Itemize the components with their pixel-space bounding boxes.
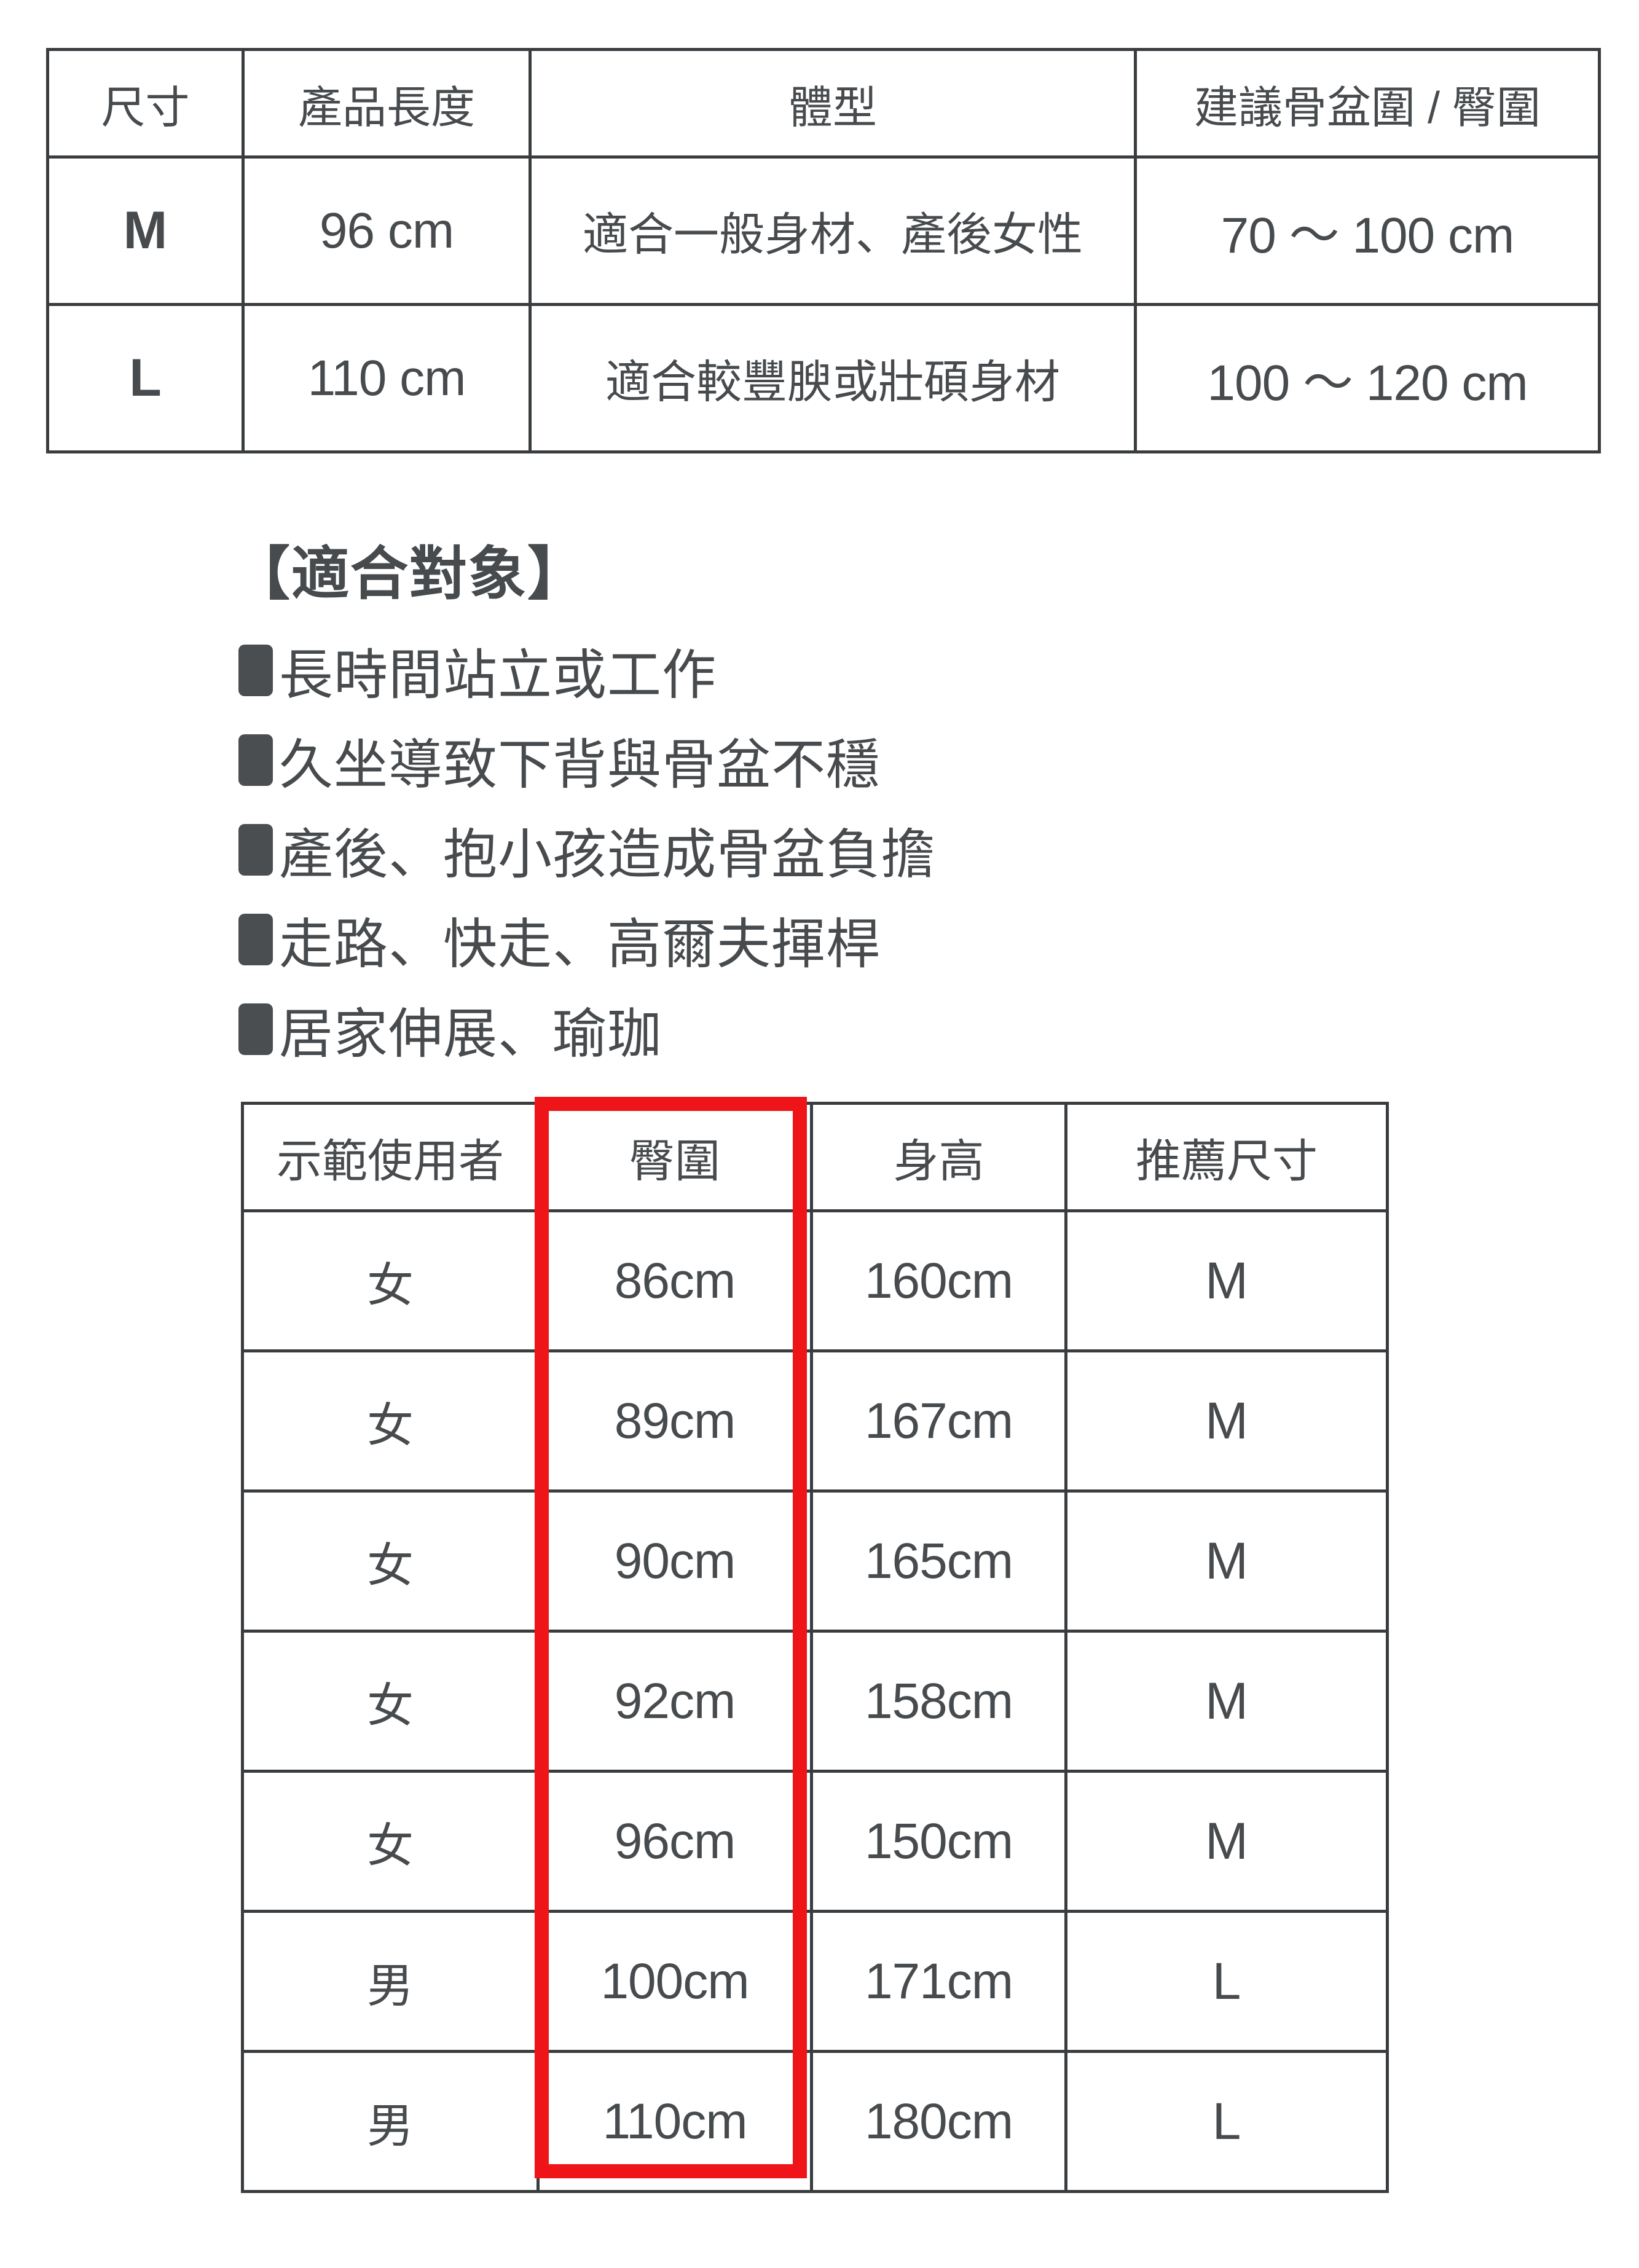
list-item: 久坐導致下背與骨盆不穩: [238, 715, 935, 805]
table-row: 女 89cm 167cm M: [241, 1349, 1389, 1493]
cell-hip: 90cm: [537, 1489, 813, 1633]
cell-length: 110 cm: [242, 303, 532, 453]
cell-user: 男: [241, 2050, 540, 2193]
list-item: 居家伸展、瑜珈: [238, 984, 935, 1074]
cell-height: 165cm: [810, 1489, 1067, 1633]
list-item: 產後、抱小孩造成骨盆負擔: [238, 805, 935, 895]
list-item-label: 長時間站立或工作: [279, 644, 717, 705]
cell-recommended-size: M: [1064, 1489, 1389, 1633]
list-item: 長時間站立或工作: [238, 626, 935, 715]
col-header-height: 身高: [810, 1102, 1067, 1212]
col-header-range: 建議骨盆圍 / 臀圍: [1134, 48, 1601, 159]
list-item-label: 產後、抱小孩造成骨盆負擔: [279, 823, 936, 885]
col-header-size: 尺寸: [46, 48, 245, 159]
cell-user: 女: [241, 1489, 540, 1633]
col-header-body-type: 體型: [529, 48, 1137, 159]
cell-user: 女: [241, 1770, 540, 1913]
cell-user: 女: [241, 1630, 540, 1773]
suitable-targets-heading: 【適合對象】: [232, 541, 587, 606]
suitable-targets-list: 長時間站立或工作 久坐導致下背與骨盆不穩 產後、抱小孩造成骨盆負擔 走路、快走、…: [238, 626, 935, 1074]
table-row: 女 92cm 158cm M: [241, 1630, 1389, 1773]
cell-recommended-size: L: [1064, 1910, 1389, 2053]
cell-hip: 86cm: [537, 1209, 813, 1352]
bullet-square-icon: [238, 914, 273, 965]
cell-recommended-size: M: [1064, 1630, 1389, 1773]
cell-hip: 92cm: [537, 1630, 813, 1773]
bullet-square-icon: [238, 824, 273, 876]
list-item-label: 走路、快走、高爾夫揮桿: [279, 913, 881, 975]
cell-recommended-size: L: [1064, 2050, 1389, 2193]
cell-height: 180cm: [810, 2050, 1067, 2193]
list-item-label: 久坐導致下背與骨盆不穩: [279, 734, 881, 795]
cell-size: M: [46, 155, 245, 306]
cell-height: 171cm: [810, 1910, 1067, 2053]
size-spec-table: 尺寸 產品長度 體型 建議骨盆圍 / 臀圍 M 96 cm 適合一般身材、產後女…: [46, 48, 1601, 453]
table-row: 男 100cm 171cm L: [241, 1910, 1389, 2053]
table-row: 男 110cm 180cm L: [241, 2050, 1389, 2193]
bullet-square-icon: [238, 734, 273, 786]
cell-range: 70 ～ 100 cm: [1134, 155, 1601, 306]
cell-range: 100 ～ 120 cm: [1134, 303, 1601, 453]
cell-recommended-size: M: [1064, 1770, 1389, 1913]
demo-user-table: 示範使用者 臀圍 身高 推薦尺寸 女 86cm 160cm M 女 89cm 1…: [241, 1102, 1389, 2193]
size-spec-header-row: 尺寸 產品長度 體型 建議骨盆圍 / 臀圍: [46, 48, 1601, 159]
cell-user: 男: [241, 1910, 540, 2053]
bullet-square-icon: [238, 1003, 273, 1055]
cell-height: 160cm: [810, 1209, 1067, 1352]
table-row: 女 86cm 160cm M: [241, 1209, 1389, 1352]
col-header-recommended-size: 推薦尺寸: [1064, 1102, 1389, 1212]
cell-height: 167cm: [810, 1349, 1067, 1493]
cell-user: 女: [241, 1209, 540, 1352]
bullet-square-icon: [238, 645, 273, 696]
table-row-size-l: L 110 cm 適合較豐腴或壯碩身材 100 ～ 120 cm: [46, 303, 1601, 453]
table-row: 女 90cm 165cm M: [241, 1489, 1389, 1633]
cell-height: 150cm: [810, 1770, 1067, 1913]
list-item-label: 居家伸展、瑜珈: [279, 1003, 662, 1064]
col-header-demo-user: 示範使用者: [241, 1102, 540, 1212]
table-row-size-m: M 96 cm 適合一般身材、產後女性 70 ～ 100 cm: [46, 155, 1601, 306]
cell-user: 女: [241, 1349, 540, 1493]
list-item: 走路、快走、高爾夫揮桿: [238, 895, 935, 984]
cell-size: L: [46, 303, 245, 453]
cell-body-type: 適合較豐腴或壯碩身材: [529, 303, 1137, 453]
cell-height: 158cm: [810, 1630, 1067, 1773]
table-row: 女 96cm 150cm M: [241, 1770, 1389, 1913]
cell-hip: 110cm: [537, 2050, 813, 2193]
cell-hip: 100cm: [537, 1910, 813, 2053]
cell-hip: 89cm: [537, 1349, 813, 1493]
cell-body-type: 適合一般身材、產後女性: [529, 155, 1137, 306]
cell-length: 96 cm: [242, 155, 532, 306]
cell-recommended-size: M: [1064, 1349, 1389, 1493]
col-header-hip: 臀圍: [537, 1102, 813, 1212]
demo-user-header-row: 示範使用者 臀圍 身高 推薦尺寸: [241, 1102, 1389, 1212]
cell-recommended-size: M: [1064, 1209, 1389, 1352]
cell-hip: 96cm: [537, 1770, 813, 1913]
col-header-length: 產品長度: [242, 48, 532, 159]
